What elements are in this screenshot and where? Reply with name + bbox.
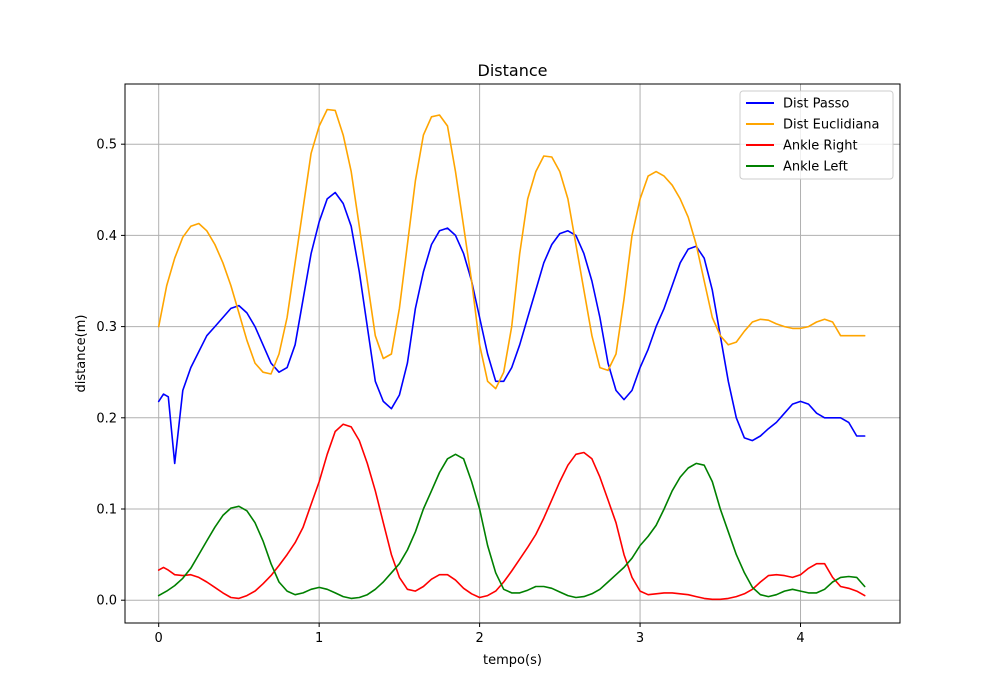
legend-box <box>739 90 894 180</box>
y-axis-title: distance(m) <box>74 315 89 393</box>
chart-title: Distance <box>478 61 548 80</box>
y-tick-label: 0.2 <box>96 411 117 426</box>
y-tick-label: 0.4 <box>96 229 117 244</box>
y-tick-label: 0.5 <box>96 138 117 153</box>
legend-label-ankle-left: Ankle Left <box>783 160 848 175</box>
x-tick-label: 0 <box>155 631 163 646</box>
legend-label-dist-euclidiana: Dist Euclidiana <box>783 118 879 133</box>
series-line-dist-passo <box>157 191 866 465</box>
series-line-dist-euclidiana <box>157 108 866 390</box>
x-tick-label: 4 <box>796 631 804 646</box>
y-tick-label: 0.0 <box>96 594 117 609</box>
legend: Dist Passo Dist Euclidiana Ankle Right Ankl… <box>739 90 894 180</box>
x-tick-label: 2 <box>475 631 483 646</box>
series-line-ankle-left <box>157 453 866 600</box>
axis-ticks: 0 1 2 3 4 0.0 0.1 0.2 0.3 0.4 0.5 <box>96 138 804 646</box>
y-tick-label: 0.1 <box>96 502 117 517</box>
x-tick-label: 3 <box>636 631 644 646</box>
x-tick-label: 1 <box>315 631 323 646</box>
series-line-ankle-right <box>157 423 866 601</box>
plot-frame <box>124 83 901 624</box>
legend-label-ankle-right: Ankle Right <box>783 139 858 154</box>
x-axis-title: tempo(s) <box>483 653 542 668</box>
series-lines <box>157 108 866 601</box>
y-tick-label: 0.3 <box>96 320 117 335</box>
legend-label-dist-passo: Dist Passo <box>783 97 849 112</box>
